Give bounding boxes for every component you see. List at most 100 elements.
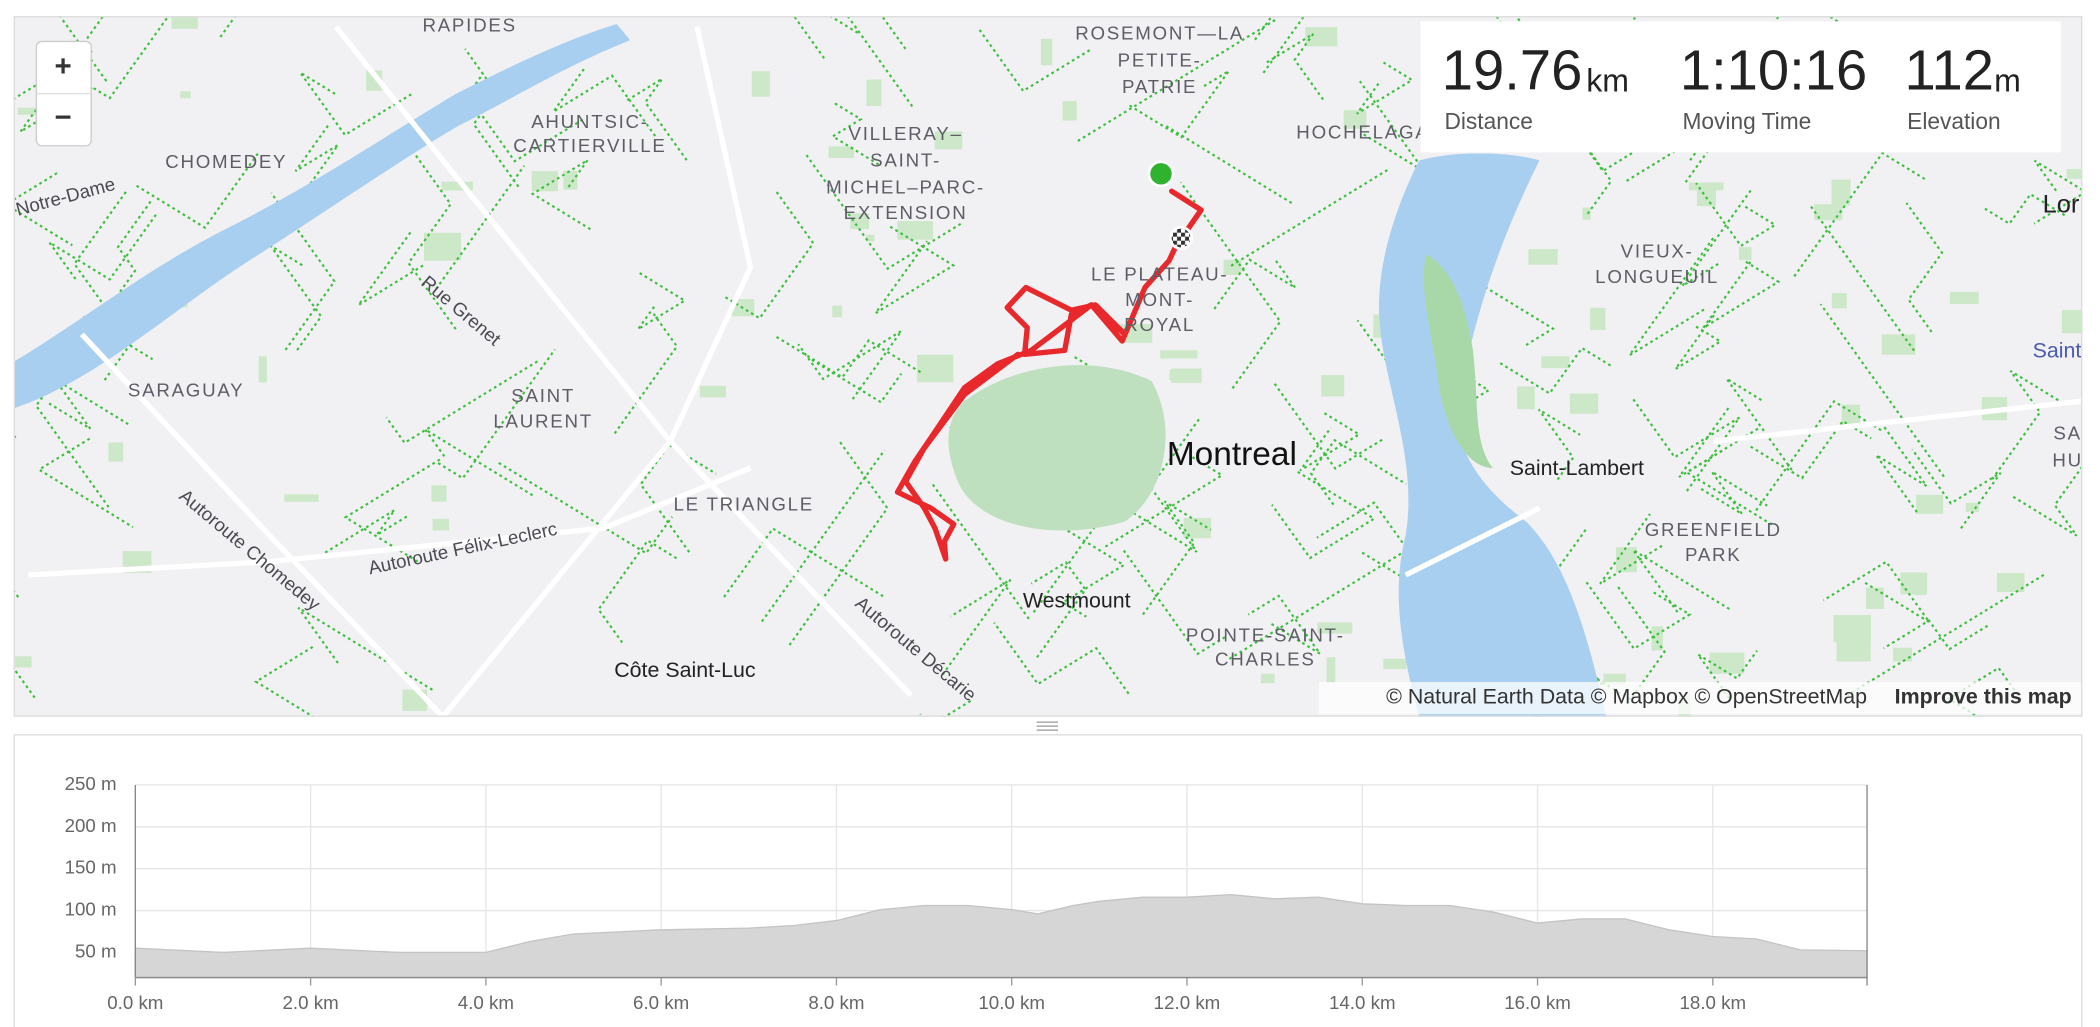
bike-path — [1822, 560, 1931, 624]
bike-path — [830, 102, 883, 168]
map[interactable]: RAPIDES ROSEMONT—LA PETITE- PATRIE AHUNT… — [0, 0, 2100, 761]
green-space — [1223, 259, 1242, 275]
x-tick-label: 8.0 km — [808, 992, 864, 1013]
bike-path — [1142, 500, 1212, 616]
zoom-in-button[interactable]: + — [55, 50, 72, 83]
stat-value: 19.76 — [1442, 39, 1583, 102]
bike-path — [1674, 312, 1723, 370]
y-tick-label: 150 m — [65, 857, 117, 878]
green-space — [1900, 572, 1928, 595]
green-space — [1343, 110, 1367, 129]
bike-path — [1309, 438, 1407, 506]
zoom-out-button[interactable]: − — [55, 101, 72, 134]
island — [1423, 254, 1493, 469]
bike-path — [1678, 406, 1759, 478]
bike-path — [761, 449, 886, 623]
bike-path — [1599, 513, 1663, 585]
green-space — [1996, 573, 2025, 592]
bike-path — [1299, 412, 1362, 472]
green-space — [1260, 673, 1275, 684]
green-space — [1528, 249, 1558, 265]
green-space — [1603, 673, 1626, 685]
green-space — [1062, 100, 1077, 121]
green-space — [917, 354, 954, 383]
map-label: SARAGUAY — [128, 380, 245, 401]
x-tick-label: 16.0 km — [1504, 992, 1571, 1013]
bike-path — [613, 310, 679, 435]
map-label: ROSEMONT—LA — [1075, 23, 1244, 44]
green-space — [850, 213, 870, 230]
map-label: PATRIE — [1122, 76, 1197, 97]
bike-path — [846, 16, 914, 108]
map-label: Lor — [2043, 191, 2080, 219]
bike-path — [941, 578, 1012, 676]
green-space — [1965, 502, 1980, 512]
bike-path — [1227, 169, 1388, 269]
map-label: LE PLATEAU- — [1091, 263, 1228, 284]
map-label: HU — [2052, 449, 2083, 470]
bike-path — [1499, 346, 1612, 395]
bike-path — [1702, 260, 1781, 329]
bike-path — [1625, 114, 1735, 183]
y-tick-label: 250 m — [65, 773, 117, 794]
green-space — [1651, 626, 1663, 651]
green-space — [432, 518, 450, 531]
map-label: LE TRIANGLE — [674, 493, 815, 514]
x-tick-label: 18.0 km — [1680, 992, 1747, 1013]
green-space — [1317, 622, 1353, 634]
improve-map-link[interactable]: Improve this map — [1895, 685, 2072, 709]
bike-path — [874, 225, 956, 315]
green-space — [1833, 615, 1871, 643]
map-label: RAPIDES — [422, 15, 516, 36]
highways — [28, 25, 2083, 717]
green-space — [1160, 350, 1198, 359]
bike-path — [357, 229, 424, 307]
bike-path — [299, 71, 412, 137]
bike-path — [135, 152, 260, 230]
bike-path — [1911, 448, 2002, 529]
bike-path — [424, 428, 534, 497]
green-space — [2061, 309, 2083, 334]
green-space — [1916, 494, 1944, 514]
map-label: VILLERAY– — [849, 123, 963, 144]
bike-path — [1537, 408, 1581, 481]
attribution: © Natural Earth Data © Mapbox © OpenStre… — [1386, 685, 1867, 709]
green-space — [1326, 657, 1336, 684]
drag-handle[interactable] — [1036, 721, 1059, 731]
map-label: LAURENT — [493, 411, 593, 432]
green-space — [284, 494, 319, 502]
x-tick-label: 12.0 km — [1154, 992, 1221, 1013]
attribution-bg — [1318, 681, 2083, 715]
green-space — [171, 17, 198, 29]
map-label: CHOMEDEY — [165, 151, 287, 172]
green-space — [1739, 247, 1752, 261]
bike-path — [1077, 19, 1276, 143]
green-space — [1373, 314, 1384, 338]
map-label: MICHEL–PARC- — [826, 176, 985, 197]
stat-label: Moving Time — [1683, 108, 1812, 134]
green-space — [1541, 356, 1570, 369]
bike-path — [2033, 159, 2083, 225]
green-space — [1831, 293, 1847, 309]
bike-path — [1700, 470, 1768, 515]
green-space — [1582, 207, 1591, 220]
bike-path — [437, 348, 556, 480]
green-space — [1866, 587, 1884, 609]
bike-path — [253, 646, 316, 717]
bike-path — [294, 124, 339, 195]
elevation-chart: 50 m 100 m 150 m 200 m 250 m 0.0 km 2.0 km 4.0 … — [65, 773, 1868, 1013]
green-space — [1590, 307, 1606, 331]
green-space — [1569, 393, 1599, 414]
bike-path — [1750, 419, 1872, 480]
map-label: GREENFIELD — [1645, 519, 1782, 540]
y-tick-label: 200 m — [65, 815, 117, 836]
bike-path — [1905, 202, 1944, 333]
elevation-area — [134, 893, 1868, 979]
bike-path — [1883, 619, 1989, 651]
bike-path — [976, 26, 1091, 93]
green-space — [832, 305, 843, 318]
green-space — [699, 385, 726, 398]
bike-path — [1725, 377, 1793, 471]
x-tick-label: 6.0 km — [633, 992, 689, 1013]
map-label: SAINT — [511, 385, 575, 406]
